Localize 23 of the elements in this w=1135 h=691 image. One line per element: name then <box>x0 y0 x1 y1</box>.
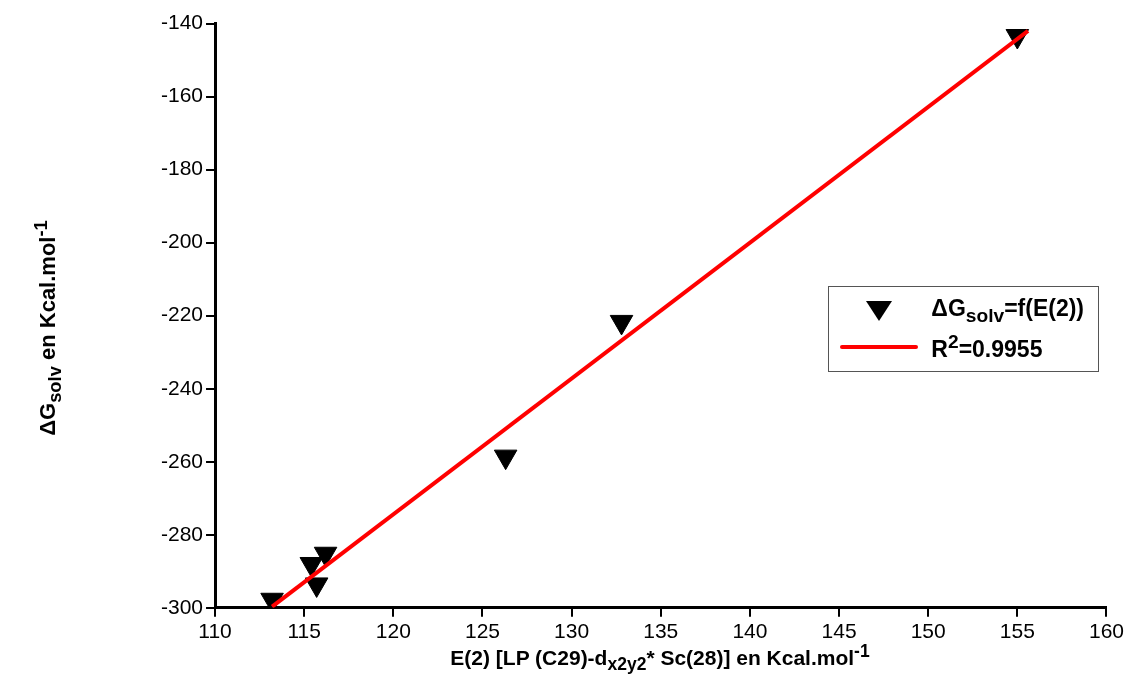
x-tick-label: 145 <box>821 619 857 643</box>
x-axis-title: E(2) [LP (C29)-d$_{x2y2}$* Sc(28)] en Kcal.mol$^{-1}$ <box>450 640 870 676</box>
x-tick-label: 115 <box>287 619 321 643</box>
y-tick-label: -280 <box>161 521 204 545</box>
y-tick-label: -200 <box>161 229 204 253</box>
legend-label: R$^{2}$=0.9955 <box>931 331 1043 363</box>
y-tick-label: -160 <box>161 83 204 107</box>
y-tick-label: -240 <box>161 375 204 399</box>
x-tick-label: 150 <box>910 619 946 643</box>
x-tick-label: 160 <box>1088 619 1124 643</box>
legend-label: ΔG$_{solv}$=f(E(2)) <box>931 295 1084 327</box>
x-tick-label: 130 <box>554 619 590 643</box>
x-tick-label: 125 <box>464 619 500 643</box>
x-tick-label: 155 <box>999 619 1035 643</box>
y-tick-label: -140 <box>161 10 204 34</box>
x-tick-label: 120 <box>375 619 411 643</box>
x-tick-label: 140 <box>732 619 768 643</box>
x-tick-label: 110 <box>198 619 232 643</box>
y-tick-label: -300 <box>161 594 204 618</box>
y-tick-label: -220 <box>161 302 204 326</box>
y-tick-label: -180 <box>161 156 204 180</box>
x-tick-label: 135 <box>643 619 679 643</box>
y-tick-label: -260 <box>161 448 204 472</box>
